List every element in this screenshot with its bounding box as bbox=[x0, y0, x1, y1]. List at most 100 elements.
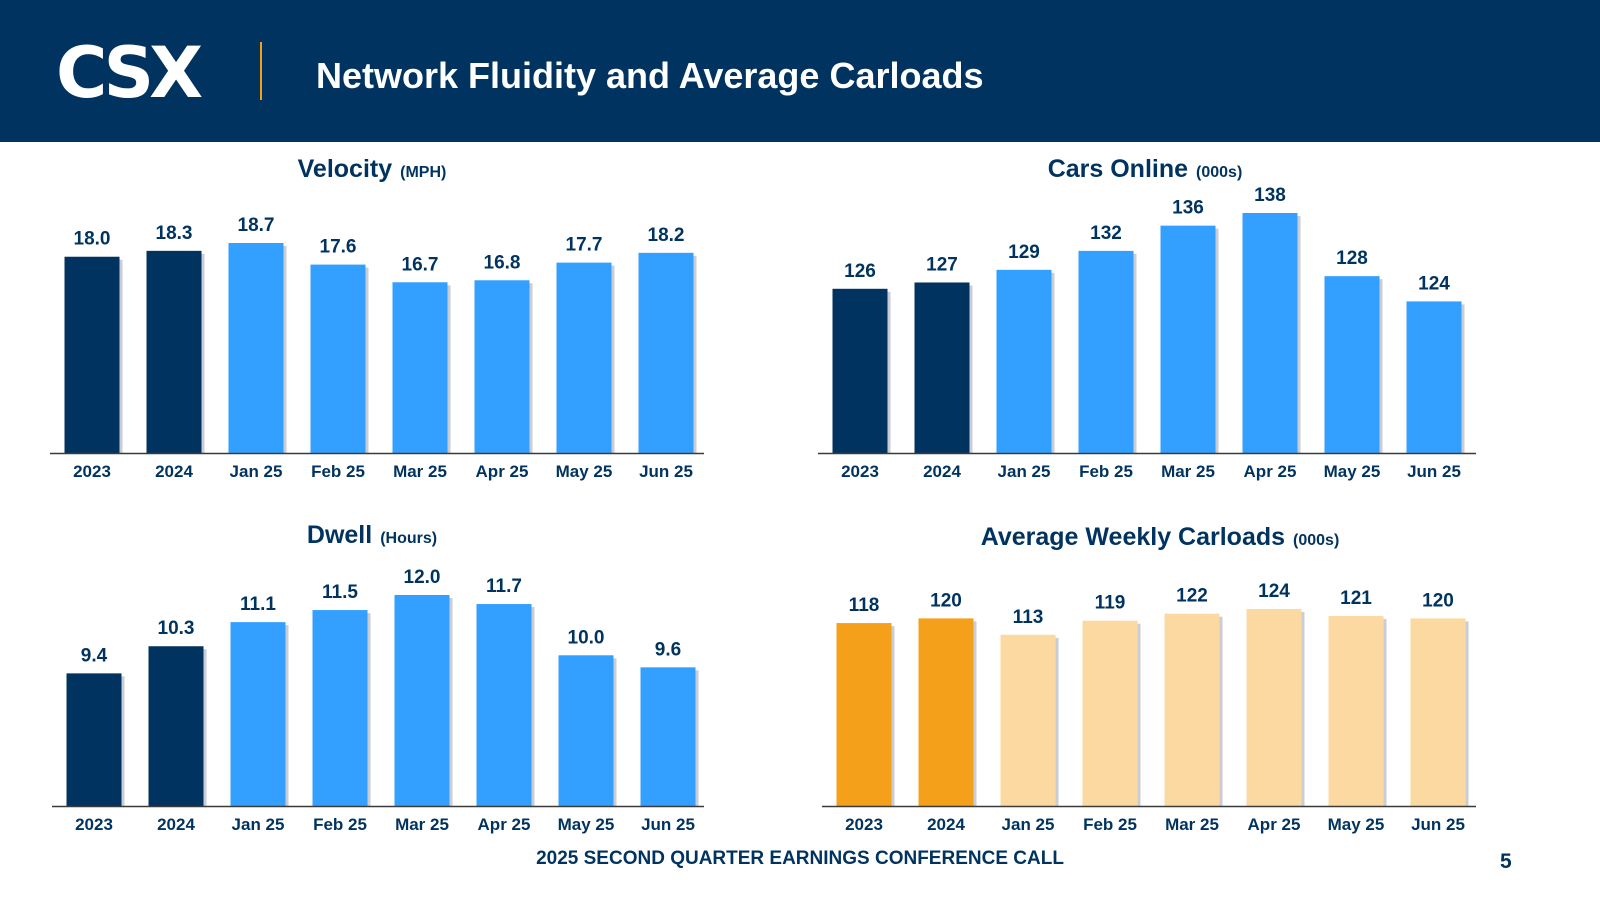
tick-label: May 25 bbox=[1328, 815, 1385, 834]
data-label: 118 bbox=[849, 595, 880, 616]
tick-label: 2024 bbox=[157, 815, 195, 834]
data-label: 120 bbox=[1422, 590, 1454, 611]
bar-jun-25 bbox=[1406, 301, 1462, 453]
data-label: 18.7 bbox=[238, 215, 275, 236]
bar-2023 bbox=[832, 288, 888, 453]
tick-label: Jun 25 bbox=[639, 462, 693, 481]
tick-label: Feb 25 bbox=[1083, 815, 1137, 834]
tick-label: 2023 bbox=[73, 462, 111, 481]
data-label: 11.7 bbox=[486, 576, 522, 597]
chart-title-text: Cars Online bbox=[1048, 155, 1188, 183]
tick-label: May 25 bbox=[1324, 462, 1381, 481]
tick-label: Jun 25 bbox=[641, 815, 695, 834]
bar-2024 bbox=[918, 618, 974, 806]
chart-title-text: Average Weekly Carloads bbox=[981, 523, 1285, 551]
chart-unit: (000s) bbox=[1293, 532, 1339, 549]
bar-mar-25 bbox=[1164, 613, 1220, 806]
data-label: 136 bbox=[1172, 198, 1204, 219]
tick-label: 2023 bbox=[845, 815, 883, 834]
tick-label: Feb 25 bbox=[311, 462, 365, 481]
tick-label: 2023 bbox=[75, 815, 113, 834]
data-label: 113 bbox=[1013, 607, 1044, 628]
bar-apr-25 bbox=[476, 604, 532, 806]
tick-label: Jan 25 bbox=[230, 462, 283, 481]
tick-label: May 25 bbox=[556, 462, 613, 481]
data-label: 132 bbox=[1090, 223, 1122, 244]
data-label: 12.0 bbox=[404, 567, 441, 588]
data-label: 129 bbox=[1008, 242, 1040, 263]
chart-average-weekly-carloads: Average Weekly Carloads (000s) 118 2023 120 2… bbox=[822, 523, 1476, 834]
tick-label: 2024 bbox=[155, 462, 193, 481]
tick-label: Feb 25 bbox=[313, 815, 367, 834]
tick-label: Mar 25 bbox=[1165, 815, 1219, 834]
data-label: 122 bbox=[1176, 586, 1208, 607]
data-label: 121 bbox=[1340, 588, 1372, 609]
bar-may-25 bbox=[558, 655, 614, 806]
data-label: 124 bbox=[1418, 273, 1450, 294]
data-label: 119 bbox=[1095, 593, 1126, 614]
bar-may-25 bbox=[1328, 616, 1384, 806]
data-label: 10.3 bbox=[158, 618, 195, 639]
tick-label: Jun 25 bbox=[1407, 462, 1461, 481]
tick-label: Apr 25 bbox=[1244, 462, 1297, 481]
data-label: 11.1 bbox=[240, 594, 276, 615]
bar-2024 bbox=[148, 646, 204, 806]
tick-label: Mar 25 bbox=[393, 462, 447, 481]
data-label: 9.6 bbox=[655, 639, 681, 660]
data-label: 18.0 bbox=[74, 229, 111, 250]
csx-logo: CSX bbox=[56, 32, 203, 114]
bar-may-25 bbox=[1324, 276, 1380, 453]
data-label: 127 bbox=[926, 254, 958, 275]
bar-mar-25 bbox=[394, 595, 450, 806]
bar-apr-25 bbox=[1242, 213, 1298, 453]
data-label: 138 bbox=[1254, 185, 1286, 206]
bar-feb-25 bbox=[312, 610, 368, 806]
data-label: 18.2 bbox=[648, 225, 685, 246]
bar-2023 bbox=[836, 623, 892, 806]
chart-unit: (MPH) bbox=[400, 164, 446, 181]
chart-cars-online: Cars Online (000s) 126 2023 127 2024 129 Jan 25… bbox=[818, 155, 1476, 481]
chart-title-text: Velocity bbox=[298, 155, 393, 183]
data-label: 128 bbox=[1336, 248, 1368, 269]
data-label: 11.5 bbox=[322, 582, 358, 603]
tick-label: Apr 25 bbox=[478, 815, 531, 834]
bar-may-25 bbox=[556, 262, 612, 453]
tick-label: Feb 25 bbox=[1079, 462, 1133, 481]
bar-mar-25 bbox=[392, 282, 448, 453]
bar-2024 bbox=[146, 250, 202, 453]
data-label: 17.7 bbox=[566, 235, 603, 256]
data-label: 18.3 bbox=[156, 223, 193, 244]
data-label: 17.6 bbox=[320, 237, 357, 258]
bar-jan-25 bbox=[1000, 634, 1056, 806]
page-title: Network Fluidity and Average Carloads bbox=[316, 55, 984, 96]
data-label: 10.0 bbox=[568, 627, 605, 648]
tick-label: 2024 bbox=[923, 462, 961, 481]
header-divider bbox=[260, 42, 262, 100]
bar-jan-25 bbox=[230, 622, 286, 806]
tick-label: Jun 25 bbox=[1411, 815, 1465, 834]
bar-feb-25 bbox=[310, 264, 366, 453]
bar-jan-25 bbox=[228, 243, 284, 453]
bar-2023 bbox=[66, 673, 122, 806]
data-label: 16.7 bbox=[402, 254, 439, 275]
bar-apr-25 bbox=[474, 280, 530, 453]
data-label: 16.8 bbox=[484, 252, 521, 273]
tick-label: Jan 25 bbox=[232, 815, 285, 834]
slide-header: CSX Network Fluidity and Average Carload… bbox=[0, 0, 1600, 142]
chart-title: Dwell (Hours) bbox=[307, 521, 437, 549]
bar-apr-25 bbox=[1246, 609, 1302, 806]
tick-label: Apr 25 bbox=[1248, 815, 1301, 834]
bar-mar-25 bbox=[1160, 225, 1216, 453]
bar-feb-25 bbox=[1082, 620, 1138, 806]
data-label: 124 bbox=[1258, 581, 1290, 602]
bar-2024 bbox=[914, 282, 970, 453]
chart-unit: (000s) bbox=[1196, 164, 1242, 181]
chart-title: Cars Online (000s) bbox=[1048, 155, 1243, 183]
chart-unit: (Hours) bbox=[380, 530, 437, 547]
tick-label: 2024 bbox=[927, 815, 965, 834]
footer-text: 2025 SECOND QUARTER EARNINGS CONFERENCE … bbox=[536, 848, 1064, 869]
data-label: 120 bbox=[930, 590, 962, 611]
bar-2023 bbox=[64, 256, 120, 453]
tick-label: Mar 25 bbox=[395, 815, 449, 834]
